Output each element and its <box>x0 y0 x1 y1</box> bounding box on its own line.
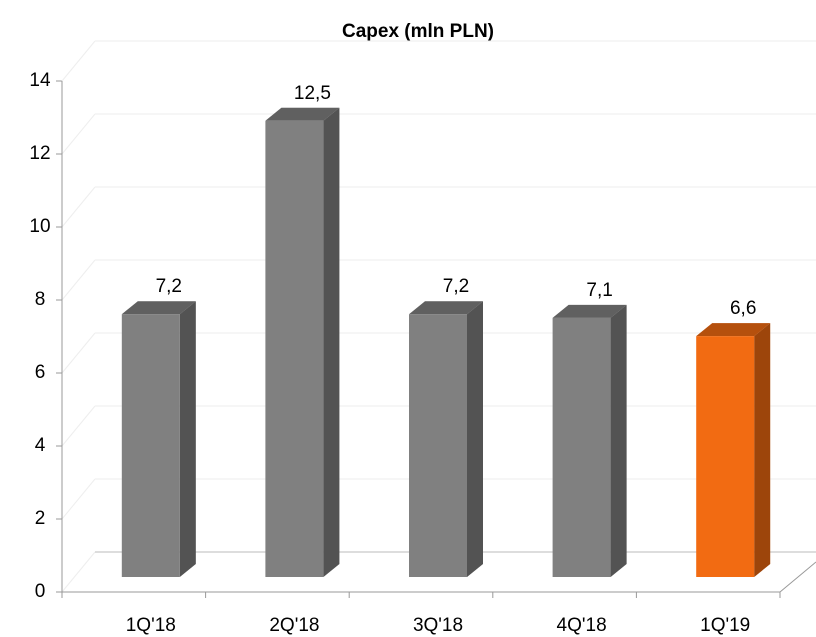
bar-front <box>265 120 324 577</box>
data-label: 7,1 <box>586 280 612 301</box>
bar-top-shade <box>265 107 340 121</box>
data-label: 7,2 <box>156 276 182 297</box>
bar-side <box>610 304 627 577</box>
bar-side <box>179 301 196 577</box>
bar-side <box>323 107 340 577</box>
grid-line <box>61 113 96 155</box>
data-label: 7,2 <box>443 276 469 297</box>
x-tick-label: 2Q'18 <box>269 615 319 636</box>
bar-top-shade <box>121 301 196 315</box>
bar <box>265 107 340 577</box>
y-tick-label: 14 <box>29 70 51 91</box>
bar-side-shade <box>323 107 340 577</box>
bar <box>409 301 483 577</box>
bar-top-shade <box>409 301 483 315</box>
grid-line <box>61 405 96 447</box>
grid-line <box>61 551 96 593</box>
bar-top-shade <box>552 304 627 318</box>
x-tick-label: 1Q'19 <box>700 615 750 636</box>
grid-line <box>61 186 96 228</box>
bar-top <box>552 304 627 318</box>
bar <box>552 304 627 577</box>
data-label: 6,6 <box>730 298 756 319</box>
bar-front <box>121 314 180 577</box>
bar-front <box>696 336 755 577</box>
bar-top <box>121 301 196 315</box>
bar-side <box>754 323 771 577</box>
bar <box>121 301 196 577</box>
x-tick-label: 1Q'18 <box>126 615 176 636</box>
y-tick-label: 4 <box>35 435 46 456</box>
bar-side <box>467 301 483 577</box>
y-tick-label: 8 <box>35 289 46 310</box>
grid-line <box>61 478 96 520</box>
bar-side-shade <box>179 301 196 577</box>
x-tick-label: 3Q'18 <box>413 615 463 636</box>
y-tick-label: 0 <box>35 581 46 602</box>
bar-top <box>409 301 483 315</box>
data-label: 12,5 <box>294 83 331 104</box>
grid-line <box>61 40 96 82</box>
bar-front <box>409 314 467 577</box>
floor-edge <box>779 561 816 593</box>
chart-title: Capex (mln PLN) <box>342 21 494 42</box>
bar <box>696 323 771 577</box>
bar-side-shade <box>467 301 483 577</box>
bar-side-shade <box>754 323 771 577</box>
y-tick-label: 2 <box>35 508 46 529</box>
y-tick-label: 6 <box>35 362 46 383</box>
y-tick-label: 10 <box>29 216 50 237</box>
bar-front <box>552 317 611 577</box>
grid-line <box>61 259 96 301</box>
bar-top-shade <box>696 323 771 337</box>
bar-side-shade <box>610 304 627 577</box>
bar-top <box>265 107 340 121</box>
x-tick-label: 4Q'18 <box>557 615 607 636</box>
bar-top <box>696 323 771 337</box>
grid-line <box>61 332 96 374</box>
y-tick-label: 12 <box>29 143 50 164</box>
